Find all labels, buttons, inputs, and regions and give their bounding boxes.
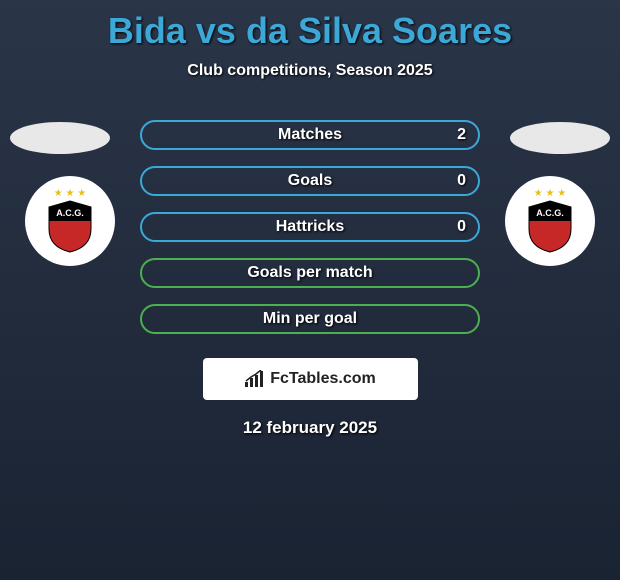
svg-text:A.C.G.: A.C.G. bbox=[536, 208, 564, 218]
stat-label: Hattricks bbox=[276, 218, 344, 236]
stat-right-value: 0 bbox=[457, 218, 466, 236]
player-a-avatar bbox=[10, 122, 110, 154]
stat-row-matches: Matches 2 bbox=[140, 120, 480, 150]
stat-right-value: 0 bbox=[457, 172, 466, 190]
player-a-name: Bida bbox=[108, 10, 186, 51]
badge-stars-icon: ★ ★ ★ bbox=[534, 188, 566, 199]
stat-row-goals-per-match: Goals per match bbox=[140, 258, 480, 288]
svg-text:A.C.G.: A.C.G. bbox=[56, 208, 84, 218]
badge-shield-icon: A.C.G. bbox=[45, 199, 95, 254]
stat-row-hattricks: Hattricks 0 bbox=[140, 212, 480, 242]
stat-label: Goals bbox=[288, 172, 332, 190]
badge-stars-icon: ★ ★ ★ bbox=[54, 188, 86, 199]
stat-row-min-per-goal: Min per goal bbox=[140, 304, 480, 334]
stat-right-value: 2 bbox=[457, 126, 466, 144]
player-b-avatar bbox=[510, 122, 610, 154]
logo-text: FcTables.com bbox=[270, 370, 376, 388]
stat-label: Min per goal bbox=[263, 310, 357, 328]
date-text: 12 february 2025 bbox=[0, 418, 620, 438]
stat-row-goals: Goals 0 bbox=[140, 166, 480, 196]
subtitle: Club competitions, Season 2025 bbox=[0, 62, 620, 80]
title: Bida vs da Silva Soares bbox=[108, 10, 512, 52]
team-badge-left: ★ ★ ★ A.C.G. bbox=[25, 176, 115, 266]
vs-text: vs bbox=[196, 10, 236, 51]
source-logo: FcTables.com bbox=[203, 358, 418, 400]
badge-shield-icon: A.C.G. bbox=[525, 199, 575, 254]
player-b-name: da Silva Soares bbox=[246, 10, 512, 51]
stat-label: Matches bbox=[278, 126, 342, 144]
title-row: Bida vs da Silva Soares bbox=[0, 0, 620, 52]
chart-icon bbox=[244, 370, 264, 388]
team-badge-right: ★ ★ ★ A.C.G. bbox=[505, 176, 595, 266]
stat-label: Goals per match bbox=[247, 264, 372, 282]
